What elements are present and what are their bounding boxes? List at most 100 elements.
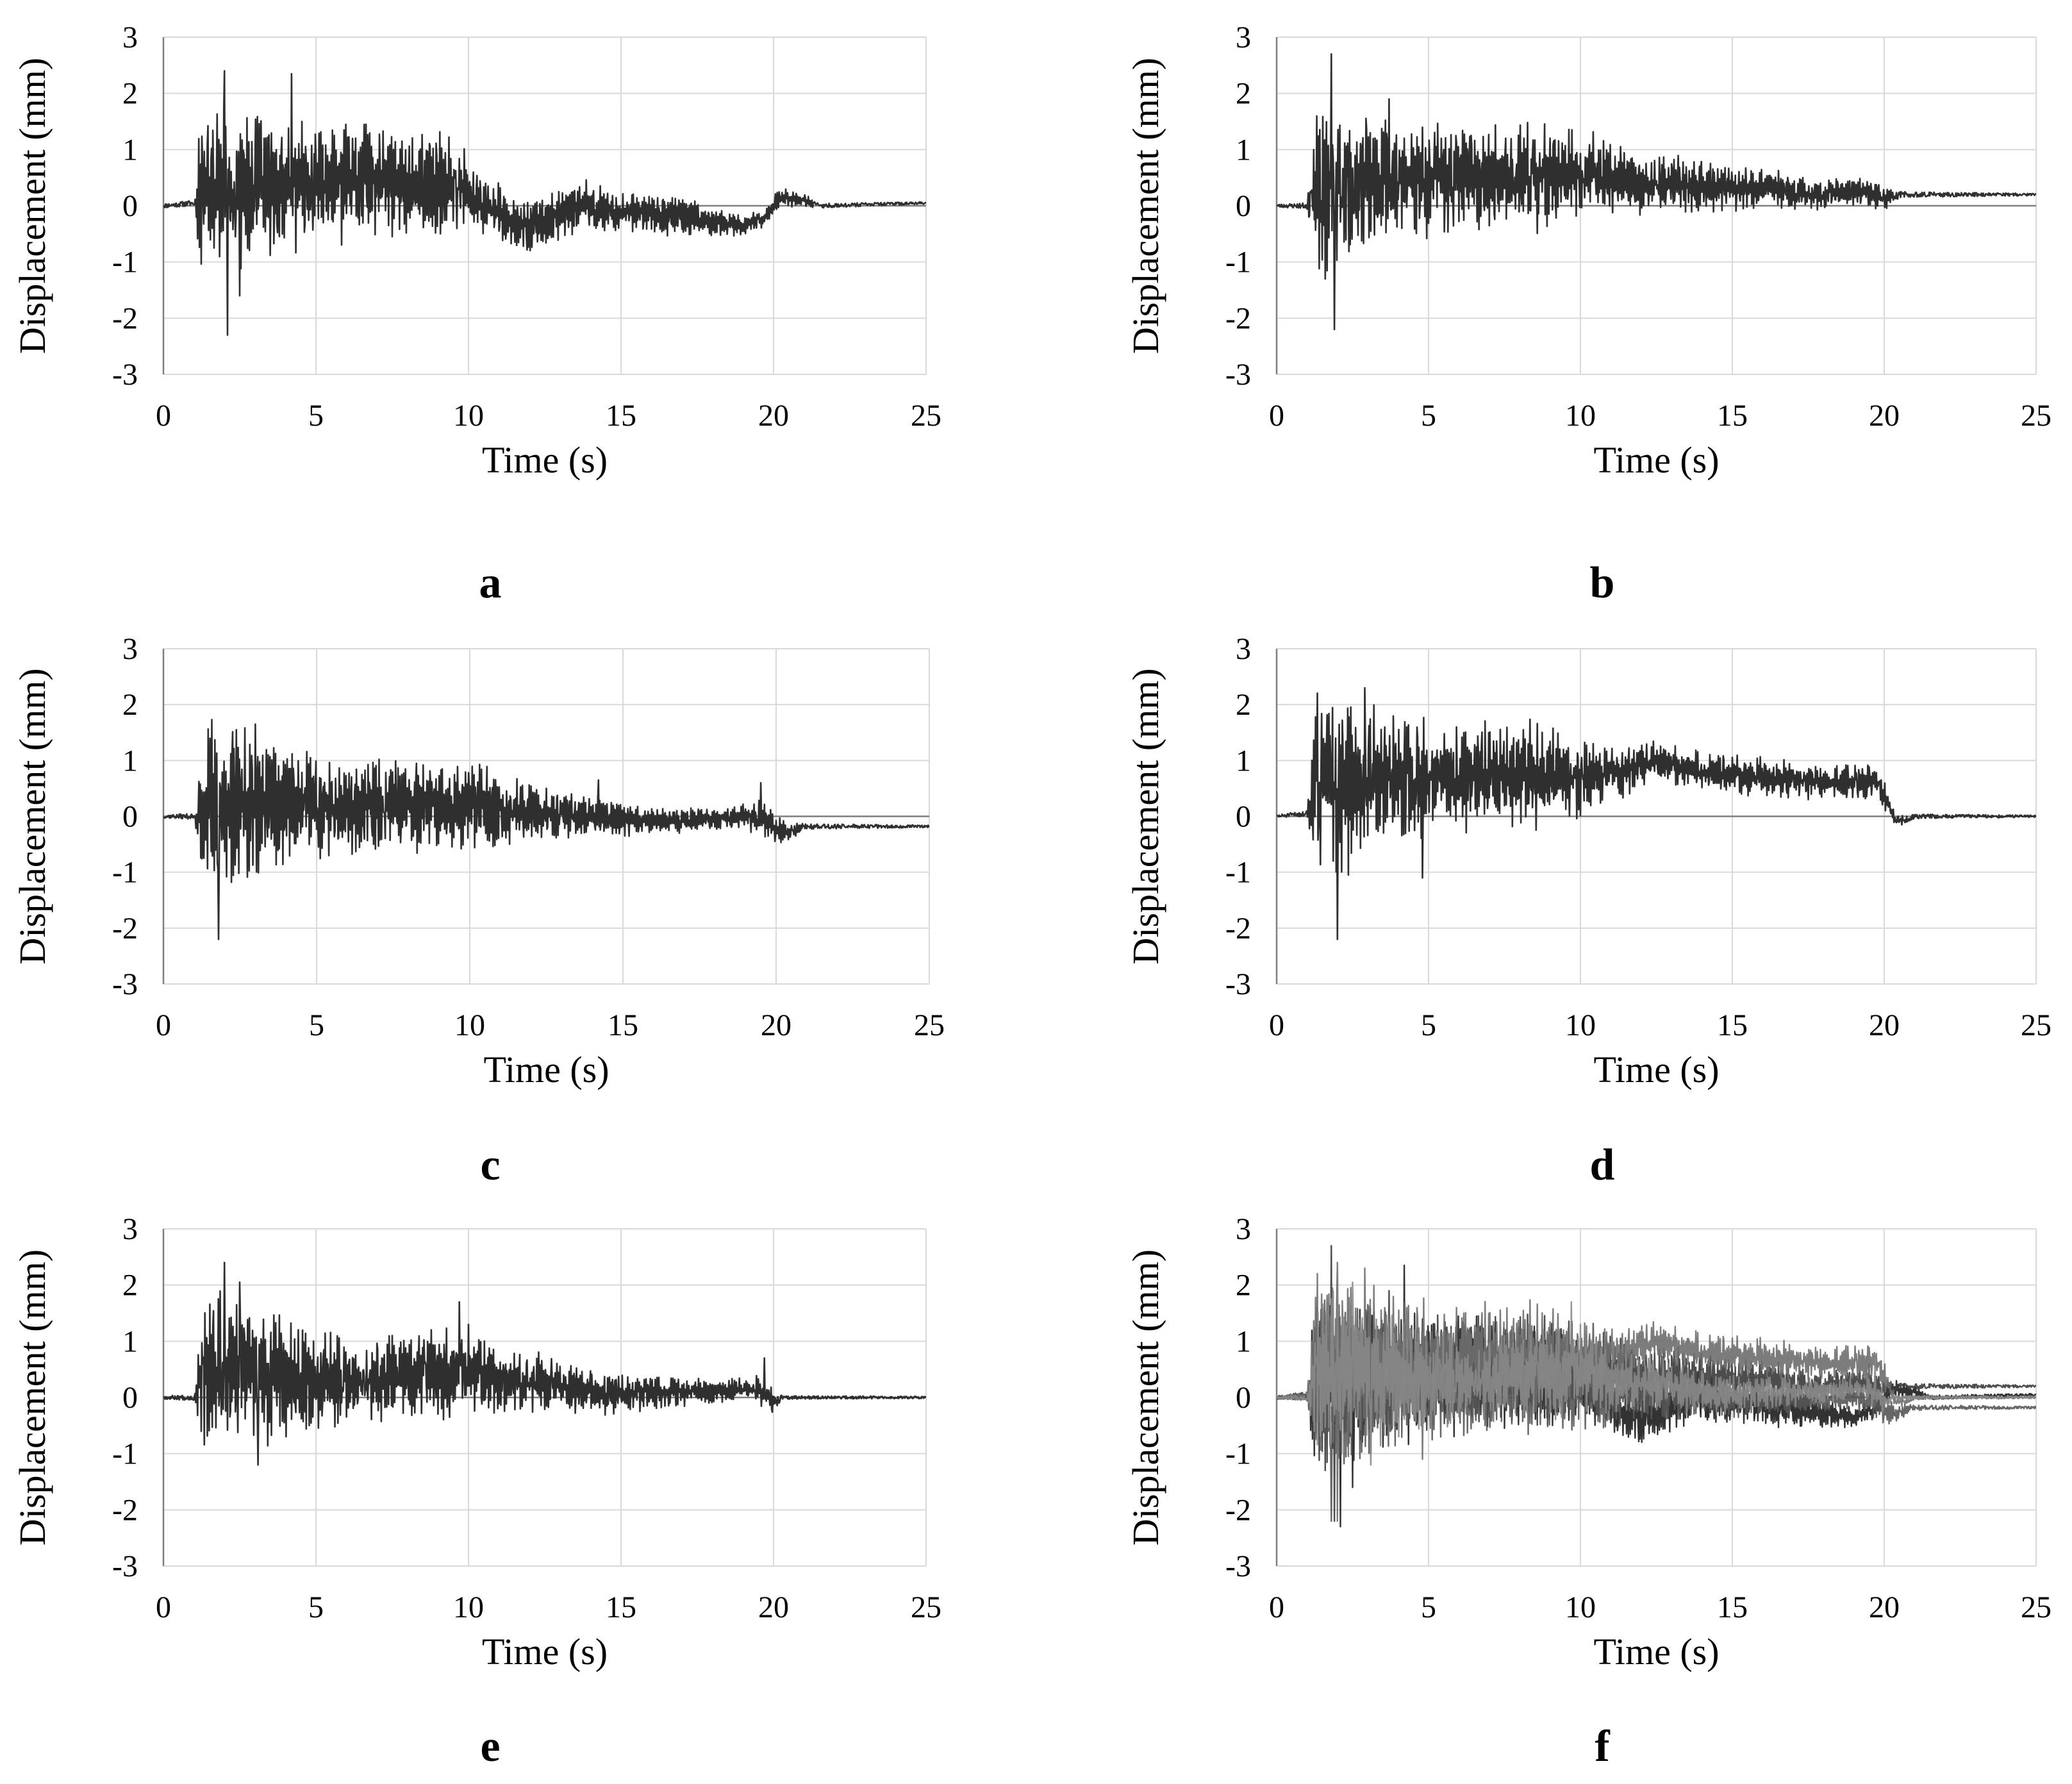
x-tick-label-d-4: 20 xyxy=(1869,1008,1900,1042)
y-tick-label-d-2: -1 xyxy=(1225,856,1251,890)
x-tick-label-e-2: 10 xyxy=(453,1590,484,1624)
x-tick-label-c-4: 20 xyxy=(761,1008,792,1042)
panel-label-e: e xyxy=(480,1722,500,1771)
y-tick-label-e-0: -3 xyxy=(112,1549,138,1583)
y-tick-label-d-4: 1 xyxy=(1236,744,1251,778)
y-tick-label-b-5: 2 xyxy=(1236,77,1251,111)
x-tick-label-b-2: 10 xyxy=(1565,399,1596,433)
x-tick-label-e-5: 25 xyxy=(911,1590,941,1624)
x-tick-label-f-0: 0 xyxy=(1269,1590,1284,1624)
y-tick-label-d-0: -3 xyxy=(1225,967,1251,1001)
y-tick-label-f-6: 3 xyxy=(1236,1212,1251,1246)
panel-label-b: b xyxy=(1590,558,1615,608)
y-tick-label-c-3: 0 xyxy=(122,800,138,834)
x-tick-label-e-3: 15 xyxy=(606,1590,636,1624)
x-tick-label-f-2: 10 xyxy=(1565,1590,1596,1624)
y-tick-label-f-0: -3 xyxy=(1225,1549,1251,1583)
y-tick-label-b-6: 3 xyxy=(1236,21,1251,54)
chart-b: -3 -2 -1 0 1 2 3 0 5 10 15 20 25 Time (s) Displacement… xyxy=(1125,21,2051,481)
y-tick-label-e-4: 1 xyxy=(122,1324,138,1358)
y-tick-label-e-1: -2 xyxy=(112,1493,138,1527)
y-axis-title-c: Displacement (mm) xyxy=(12,668,53,964)
x-tick-label-b-5: 25 xyxy=(2021,399,2051,433)
x-tick-label-f-1: 5 xyxy=(1421,1590,1436,1624)
y-tick-label-c-6: 3 xyxy=(122,632,138,666)
y-axis-title-f: Displacement (mm) xyxy=(1125,1249,1166,1546)
chart-e: -3 -2 -1 0 1 2 3 0 5 10 15 20 25 Time (s) Displacement… xyxy=(12,1212,941,1672)
y-tick-label-c-5: 2 xyxy=(122,688,138,722)
y-tick-label-d-1: -2 xyxy=(1225,912,1251,946)
x-tick-label-e-1: 5 xyxy=(308,1590,324,1624)
y-tick-label-e-5: 2 xyxy=(122,1269,138,1303)
x-tick-label-d-2: 10 xyxy=(1565,1008,1596,1042)
x-tick-label-c-1: 5 xyxy=(309,1008,324,1042)
x-tick-label-c-0: 0 xyxy=(156,1008,171,1042)
y-axis-title-d: Displacement (mm) xyxy=(1125,668,1166,964)
x-tick-label-d-0: 0 xyxy=(1269,1008,1284,1042)
x-tick-label-c-2: 10 xyxy=(454,1008,485,1042)
y-tick-label-a-3: 0 xyxy=(122,189,138,223)
y-tick-label-b-0: -3 xyxy=(1225,358,1251,392)
chart-f: -3 -2 -1 0 1 2 3 0 5 10 15 20 25 Time (s) Displacement… xyxy=(1125,1212,2051,1672)
x-tick-label-c-3: 15 xyxy=(608,1008,638,1042)
chart-a: -3 -2 -1 0 1 2 3 0 5 10 15 20 25 Time (s) Displacement… xyxy=(12,21,941,481)
y-tick-label-f-2: -1 xyxy=(1225,1437,1251,1471)
y-tick-label-c-1: -2 xyxy=(112,912,138,946)
panel-label-a: a xyxy=(479,558,502,608)
x-tick-label-b-1: 5 xyxy=(1421,399,1436,433)
y-tick-label-a-6: 3 xyxy=(122,21,138,54)
y-tick-label-b-1: -2 xyxy=(1225,301,1251,335)
y-axis-title-a: Displacement (mm) xyxy=(12,58,53,354)
x-tick-label-a-3: 15 xyxy=(606,399,636,433)
y-tick-label-d-3: 0 xyxy=(1236,800,1251,834)
x-axis-title-a: Time (s) xyxy=(482,439,608,481)
y-tick-label-d-5: 2 xyxy=(1236,688,1251,722)
y-tick-label-a-1: -2 xyxy=(112,301,138,335)
chart-d: -3 -2 -1 0 1 2 3 0 5 10 15 20 25 Time (s) Displacement… xyxy=(1125,632,2051,1090)
x-axis-title-c: Time (s) xyxy=(483,1049,609,1090)
x-axis-title-f: Time (s) xyxy=(1593,1631,1719,1672)
x-tick-label-d-5: 25 xyxy=(2021,1008,2051,1042)
y-tick-label-b-3: 0 xyxy=(1236,189,1251,223)
y-tick-label-c-2: -1 xyxy=(112,856,138,890)
x-tick-label-a-5: 25 xyxy=(911,399,941,433)
x-tick-label-d-1: 5 xyxy=(1421,1008,1436,1042)
x-tick-label-b-4: 20 xyxy=(1869,399,1900,433)
y-tick-label-a-4: 1 xyxy=(122,133,138,167)
y-tick-label-f-4: 1 xyxy=(1236,1324,1251,1358)
x-tick-label-e-0: 0 xyxy=(156,1590,171,1624)
y-tick-label-c-0: -3 xyxy=(112,967,138,1001)
y-tick-label-b-2: -1 xyxy=(1225,246,1251,279)
y-tick-label-b-4: 1 xyxy=(1236,133,1251,167)
x-tick-label-a-1: 5 xyxy=(308,399,324,433)
y-tick-label-e-3: 0 xyxy=(122,1381,138,1415)
x-tick-label-d-3: 15 xyxy=(1717,1008,1748,1042)
trace-d xyxy=(1277,687,2036,940)
y-tick-label-f-5: 2 xyxy=(1236,1269,1251,1303)
y-axis-title-b: Displacement (mm) xyxy=(1125,58,1166,354)
y-tick-label-e-2: -1 xyxy=(112,1437,138,1471)
trace-f-e xyxy=(1277,1262,2036,1466)
y-tick-label-a-0: -3 xyxy=(112,358,138,392)
y-axis-title-e: Displacement (mm) xyxy=(12,1249,53,1546)
x-tick-label-b-3: 15 xyxy=(1717,399,1748,433)
y-tick-label-c-4: 1 xyxy=(122,744,138,778)
x-axis-title-d: Time (s) xyxy=(1593,1049,1719,1090)
x-tick-label-a-4: 20 xyxy=(758,399,789,433)
x-tick-label-f-3: 15 xyxy=(1717,1590,1748,1624)
y-tick-label-d-6: 3 xyxy=(1236,632,1251,666)
x-axis-title-b: Time (s) xyxy=(1593,439,1719,481)
x-tick-label-e-4: 20 xyxy=(758,1590,789,1624)
x-tick-label-a-2: 10 xyxy=(453,399,484,433)
trace-c xyxy=(163,719,929,940)
y-tick-label-e-6: 3 xyxy=(122,1212,138,1246)
y-tick-label-f-1: -2 xyxy=(1225,1493,1251,1527)
trace-b xyxy=(1277,53,2036,331)
y-tick-label-f-3: 0 xyxy=(1236,1381,1251,1415)
x-tick-label-f-4: 20 xyxy=(1869,1590,1900,1624)
panel-label-f: f xyxy=(1595,1722,1610,1771)
x-tick-label-b-0: 0 xyxy=(1269,399,1284,433)
x-tick-label-c-5: 25 xyxy=(914,1008,945,1042)
trace-a xyxy=(163,70,926,336)
